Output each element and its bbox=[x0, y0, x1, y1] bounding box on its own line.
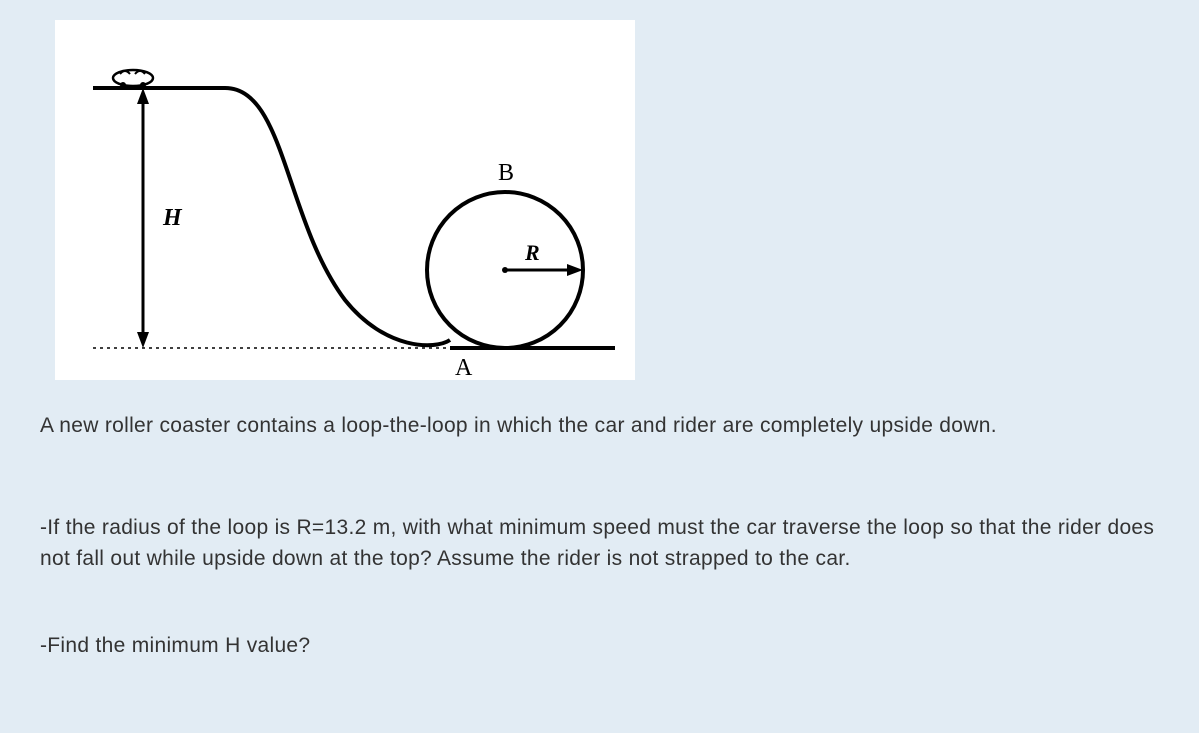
label-h: H bbox=[162, 205, 183, 231]
roller-coaster-diagram: H A B R bbox=[55, 20, 635, 380]
r-arrow-head bbox=[567, 264, 583, 276]
label-r: R bbox=[524, 240, 540, 265]
h-arrow-up bbox=[137, 88, 149, 104]
problem-text: A new roller coaster contains a loop-the… bbox=[40, 410, 1159, 661]
question-2: -Find the minimum H value? bbox=[40, 630, 1159, 662]
diagram-svg: H A B R bbox=[55, 20, 635, 380]
loop-center-dot bbox=[502, 267, 508, 273]
intro-paragraph: A new roller coaster contains a loop-the… bbox=[40, 410, 1159, 442]
label-a: A bbox=[455, 355, 473, 380]
h-arrow-down bbox=[137, 332, 149, 348]
label-b: B bbox=[498, 160, 514, 186]
cart-icon bbox=[113, 70, 153, 88]
ramp-curve bbox=[225, 88, 450, 345]
question-1: -If the radius of the loop is R=13.2 m, … bbox=[40, 512, 1159, 575]
